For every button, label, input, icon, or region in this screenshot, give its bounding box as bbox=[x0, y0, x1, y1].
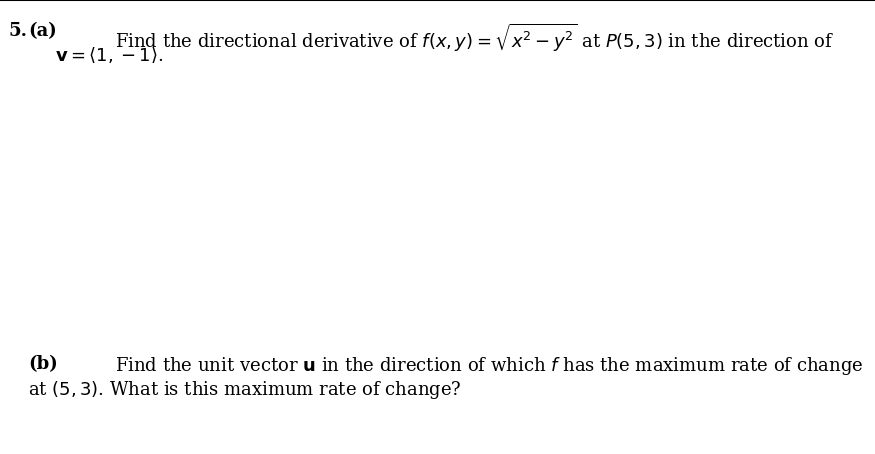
Text: 5.: 5. bbox=[8, 22, 27, 40]
Text: Find the directional derivative of $f(x, y) = \sqrt{x^2 - y^2}$ at $P(5, 3)$ in : Find the directional derivative of $f(x,… bbox=[115, 22, 835, 54]
Text: at $(5, 3)$. What is this maximum rate of change?: at $(5, 3)$. What is this maximum rate o… bbox=[28, 379, 462, 401]
Text: (a): (a) bbox=[28, 22, 57, 40]
Text: Find the unit vector $\mathbf{u}$ in the direction of which $f$ has the maximum : Find the unit vector $\mathbf{u}$ in the… bbox=[115, 355, 864, 377]
Text: $\mathbf{v} = \langle 1, -1 \rangle$.: $\mathbf{v} = \langle 1, -1 \rangle$. bbox=[55, 46, 164, 65]
Text: (b): (b) bbox=[28, 355, 58, 373]
